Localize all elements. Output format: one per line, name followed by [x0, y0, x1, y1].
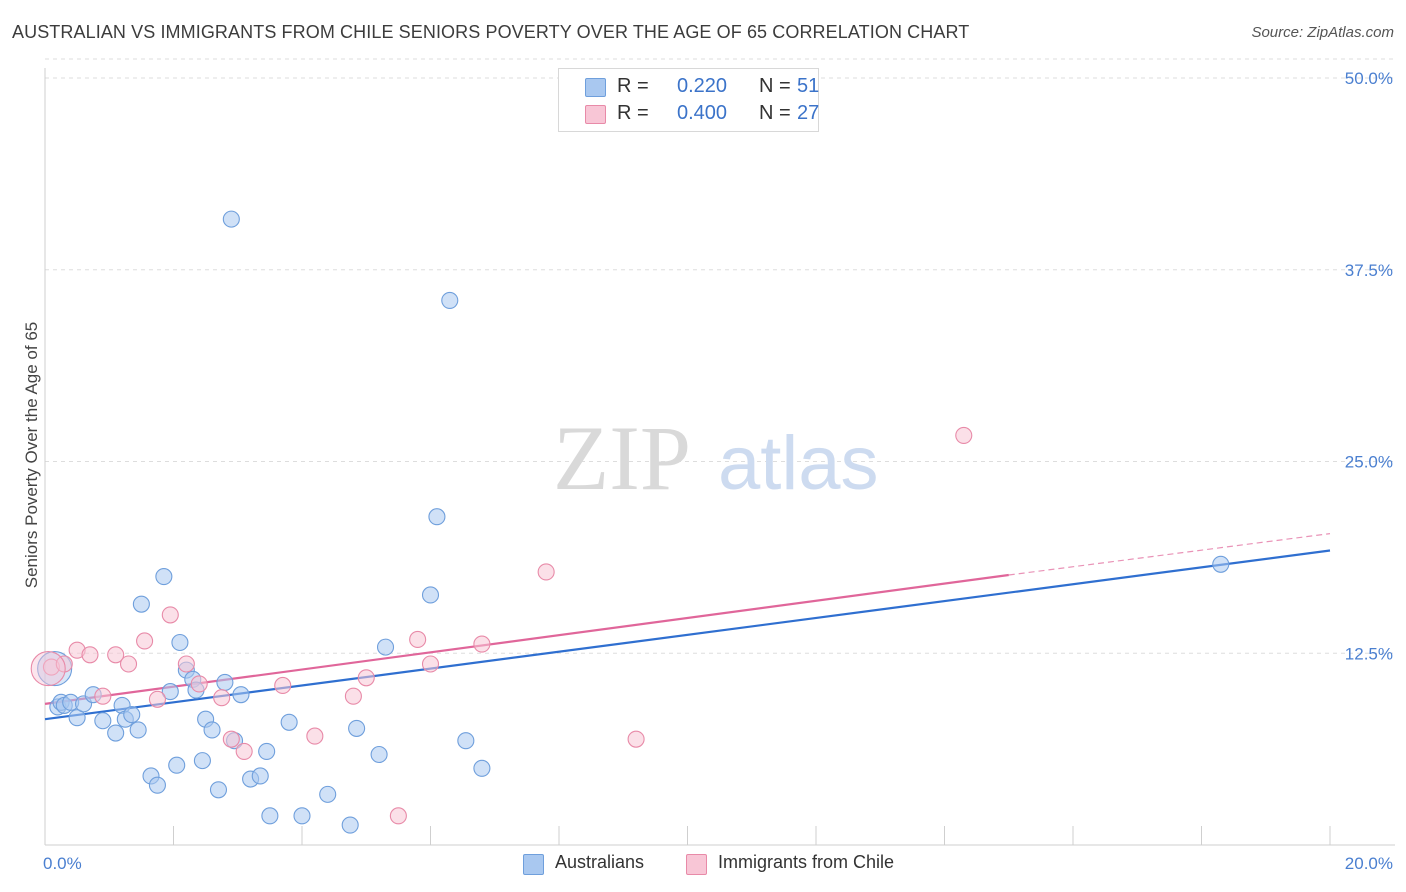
- data-point-1-8: [148, 690, 166, 708]
- data-point-1-17: [344, 687, 362, 705]
- data-point-0-19: [168, 756, 186, 774]
- data-point-0-8: [94, 712, 112, 730]
- data-point-1-4: [94, 687, 112, 705]
- r-label: R =: [617, 102, 649, 124]
- data-point-1-18: [357, 669, 375, 687]
- data-point-0-35: [261, 807, 279, 825]
- source-label: Source: ZipAtlas.com: [1251, 24, 1394, 41]
- data-point-0-31: [232, 686, 250, 704]
- data-point-1-9: [161, 606, 179, 624]
- r-label: R =: [617, 75, 649, 97]
- data-point-0-20: [171, 633, 189, 652]
- data-point-0-16: [148, 776, 166, 794]
- data-point-1-23: [537, 563, 555, 581]
- legend-swatch-australians: [523, 854, 544, 875]
- y-tick-label-0: 12.5%: [1345, 644, 1393, 663]
- data-point-1-5: [107, 646, 125, 664]
- data-point-1-13: [222, 730, 240, 748]
- data-point-0-44: [428, 508, 446, 526]
- data-point-1-6: [119, 655, 138, 673]
- data-point-1-22: [473, 635, 491, 653]
- n-label: N =: [759, 75, 791, 97]
- data-point-0-27: [209, 781, 228, 799]
- data-point-0-14: [132, 595, 150, 613]
- watermark-atlas: atlas: [718, 421, 879, 506]
- x-tick-labels: 0.0% 20.0%: [43, 854, 1393, 873]
- data-point-0-29: [222, 210, 240, 228]
- data-point-0-42: [376, 638, 395, 656]
- data-point-1-11: [190, 675, 208, 693]
- data-point-0-40: [348, 719, 366, 737]
- watermark-zip: ZIP: [553, 407, 691, 509]
- data-point-0-41: [370, 745, 388, 764]
- data-point-0-24: [193, 752, 211, 770]
- legend-swatch-pink: [585, 105, 606, 124]
- x-tick-label-0: 0.0%: [43, 854, 82, 873]
- data-point-1-19: [389, 807, 407, 825]
- r-value: 0.400: [677, 102, 728, 124]
- data-point-0-43: [421, 586, 440, 604]
- axes: [44, 68, 1395, 846]
- data-point-0-33: [251, 767, 269, 785]
- y-tick-label-3: 50.0%: [1345, 69, 1393, 88]
- data-point-0-46: [457, 732, 475, 750]
- trend-line-0: [44, 549, 1331, 721]
- data-point-1-26: [30, 651, 66, 687]
- data-points: [30, 210, 1230, 834]
- data-point-1-16: [306, 727, 324, 745]
- chart-title: AUSTRALIAN VS IMMIGRANTS FROM CHILE SENI…: [12, 22, 970, 42]
- data-point-0-18: [161, 683, 179, 701]
- legend-label-australians: Australians: [555, 852, 645, 872]
- y-tick-label-2: 37.5%: [1345, 261, 1393, 280]
- data-point-0-36: [280, 713, 298, 731]
- data-point-0-28: [216, 673, 234, 691]
- data-point-1-21: [421, 655, 440, 673]
- data-point-0-9: [107, 724, 125, 742]
- data-point-1-20: [409, 630, 427, 648]
- data-point-0-13: [129, 721, 147, 739]
- data-point-0-39: [341, 816, 359, 834]
- legend-swatch-chile: [686, 854, 707, 875]
- data-point-0-26: [203, 721, 221, 739]
- data-point-0-17: [155, 567, 173, 586]
- data-point-1-25: [955, 426, 973, 444]
- stats-legend: R = 0.220 N = 51 R = 0.400 N = 27: [558, 68, 819, 132]
- data-point-1-10: [177, 655, 195, 673]
- data-point-0-12: [123, 706, 141, 724]
- data-point-0-45: [441, 291, 459, 309]
- data-point-0-37: [293, 807, 311, 825]
- legend-swatch-blue: [585, 78, 606, 97]
- data-point-1-3: [81, 646, 99, 664]
- data-point-1-24: [627, 730, 645, 748]
- data-point-1-15: [274, 676, 292, 695]
- x-tick-label-1: 20.0%: [1345, 854, 1393, 873]
- data-point-1-14: [235, 742, 253, 760]
- data-point-0-48: [1212, 555, 1230, 573]
- legend-label-chile: Immigrants from Chile: [718, 852, 895, 872]
- n-value: 51: [797, 75, 820, 97]
- n-value: 27: [797, 102, 820, 124]
- gridlines: [45, 58, 1395, 654]
- y-tick-label-1: 25.0%: [1345, 453, 1393, 472]
- data-point-1-12: [213, 689, 231, 707]
- n-label: N =: [759, 102, 791, 124]
- data-point-1-7: [136, 632, 154, 650]
- data-point-0-38: [319, 785, 337, 803]
- data-point-0-5: [68, 709, 86, 727]
- watermark: ZIP atlas: [553, 407, 879, 509]
- trend-line-dashed-1: [1008, 533, 1331, 576]
- r-value: 0.220: [677, 75, 728, 97]
- data-point-0-47: [473, 759, 491, 777]
- y-tick-labels: 12.5% 25.0% 37.5% 50.0%: [1345, 69, 1393, 663]
- data-point-0-34: [258, 742, 276, 760]
